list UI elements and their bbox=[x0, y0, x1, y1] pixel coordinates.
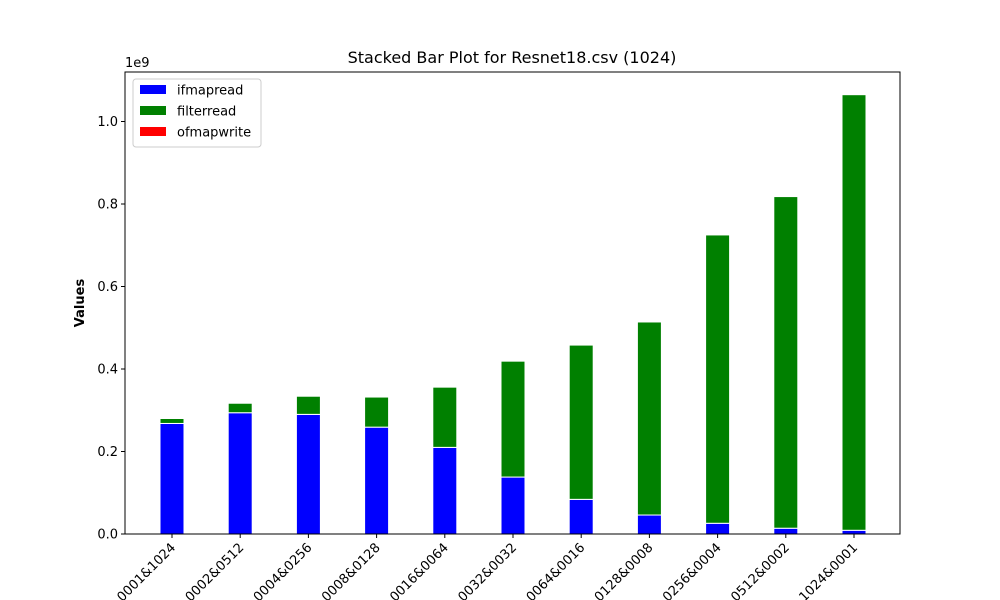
y-tick-label: 0.2 bbox=[97, 445, 118, 460]
x-tick-label: 0016&0064 bbox=[387, 540, 452, 600]
bar-filterread-4 bbox=[432, 386, 458, 448]
bar-ifmapread-8 bbox=[705, 522, 731, 535]
bar-filterread-9 bbox=[773, 196, 799, 529]
y-tick-label: 0.8 bbox=[97, 198, 118, 213]
bar-ifmapread-4 bbox=[432, 446, 458, 535]
x-tick-label: 0256&0004 bbox=[660, 540, 725, 600]
bar-filterread-3 bbox=[364, 396, 390, 428]
bar-filterread-7 bbox=[636, 321, 662, 516]
bars-group bbox=[159, 94, 867, 535]
x-tick-label: 1024&0001 bbox=[797, 540, 862, 600]
x-tick-label: 0001&1024 bbox=[115, 540, 180, 600]
y-tick-label: 0.4 bbox=[97, 363, 118, 378]
bar-filterread-10 bbox=[841, 94, 867, 531]
bar-ifmapread-5 bbox=[500, 476, 526, 535]
bar-filterread-6 bbox=[568, 344, 594, 500]
bar-ifmapread-0 bbox=[159, 422, 185, 535]
x-tick-label: 0128&0008 bbox=[592, 540, 657, 600]
y-tick-label: 0.6 bbox=[97, 280, 118, 295]
legend-label-filterread: filterread bbox=[177, 105, 236, 120]
x-tick-label: 0032&0032 bbox=[456, 540, 521, 600]
plot-frame bbox=[124, 71, 901, 535]
x-tick-label: 0008&0128 bbox=[319, 540, 384, 600]
bar-filterread-5 bbox=[500, 360, 526, 478]
chart-title: Stacked Bar Plot for Resnet18.csv (1024) bbox=[348, 48, 677, 67]
y-tick-label: 1.0 bbox=[97, 115, 118, 130]
bar-ifmapread-7 bbox=[636, 514, 662, 535]
bar-ifmapread-6 bbox=[568, 498, 594, 535]
x-axis: 0001&1024 0002&0512 0004&0256 0008&0128 0016… bbox=[115, 534, 862, 600]
bar-ifmapread-9 bbox=[773, 527, 799, 535]
x-tick-label: 0002&0512 bbox=[183, 540, 248, 600]
legend-label-ifmapread: ifmapread bbox=[177, 84, 243, 99]
y-tick-label: 0.0 bbox=[97, 528, 118, 543]
legend: ifmapread filterread ofmapwrite bbox=[132, 78, 262, 148]
bar-ifmapread-3 bbox=[364, 426, 390, 535]
bar-filterread-1 bbox=[227, 402, 253, 414]
bar-filterread-8 bbox=[705, 234, 731, 524]
bar-ifmapread-10 bbox=[841, 529, 867, 535]
bar-ifmapread-1 bbox=[227, 412, 253, 535]
x-tick-label: 0512&0002 bbox=[728, 540, 793, 600]
bar-filterread-2 bbox=[295, 395, 321, 415]
legend-swatch-filterread bbox=[140, 106, 166, 115]
bar-ifmapread-2 bbox=[295, 413, 321, 535]
legend-swatch-ofmapwrite bbox=[140, 127, 166, 136]
legend-label-ofmapwrite: ofmapwrite bbox=[177, 126, 251, 141]
legend-swatch-ifmapread bbox=[140, 85, 166, 94]
bar-filterread-0 bbox=[159, 418, 185, 424]
y-axis-scale-label: 1e9 bbox=[125, 56, 150, 71]
x-tick-label: 0004&0256 bbox=[251, 540, 316, 600]
x-tick-label: 0064&0016 bbox=[524, 540, 589, 600]
y-axis-label: Values bbox=[73, 279, 88, 328]
y-axis: 0.0 0.2 0.4 0.6 0.8 1.0 bbox=[97, 115, 125, 543]
